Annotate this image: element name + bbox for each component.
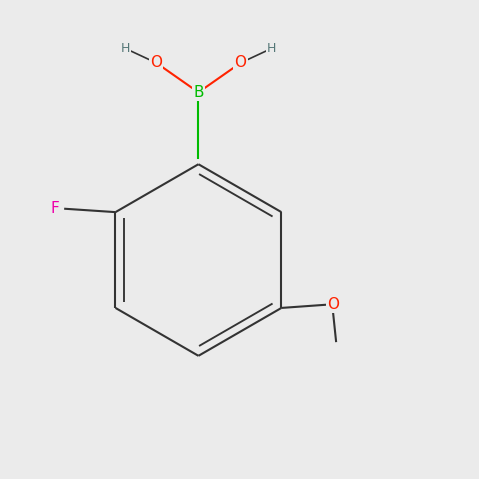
Text: F: F: [51, 201, 59, 216]
Text: O: O: [327, 297, 339, 312]
Text: H: H: [121, 42, 130, 55]
Text: O: O: [235, 56, 247, 70]
Text: O: O: [150, 56, 162, 70]
Text: H: H: [267, 42, 276, 55]
Text: B: B: [193, 85, 204, 100]
